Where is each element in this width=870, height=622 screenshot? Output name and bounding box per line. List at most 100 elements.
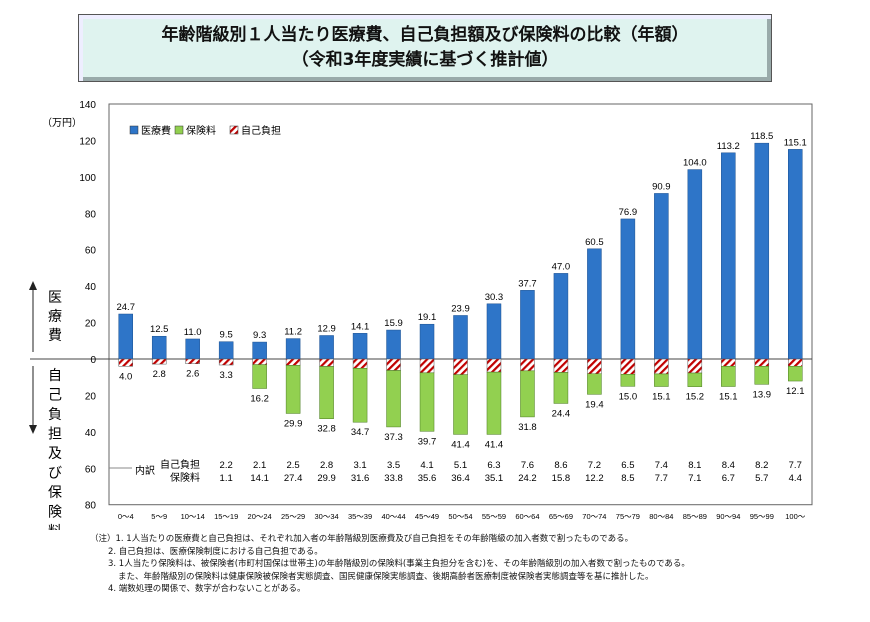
bar-label-medical: 24.7 xyxy=(116,302,135,313)
bar-label-lower: 19.4 xyxy=(585,399,604,410)
bar-self-pay xyxy=(118,358,133,367)
breakdown-value: 5.1 xyxy=(454,460,467,471)
bar-premium xyxy=(587,373,602,395)
note-4: 4. 端数処理の関係で、数字が合わないことがある。 xyxy=(108,584,306,594)
bar-label-medical: 11.2 xyxy=(284,327,302,338)
bar-premium xyxy=(553,372,569,404)
breakdown-value: 7.4 xyxy=(655,460,668,471)
breakdown-value: 36.4 xyxy=(451,473,470,484)
x-tick-label: 15～19 xyxy=(214,512,238,521)
bar-label-lower: 32.8 xyxy=(317,424,336,435)
upper-axis-label-char: 療 xyxy=(48,308,62,324)
lower-axis-label-char: 己 xyxy=(48,387,62,403)
bar-label-lower: 4.0 xyxy=(119,371,132,382)
bar-label-medical: 37.7 xyxy=(518,278,537,289)
x-tick-label: 60～64 xyxy=(515,512,539,521)
breakdown-value: 15.8 xyxy=(552,473,571,484)
bar-medical xyxy=(553,273,569,360)
bar-self-pay xyxy=(185,358,200,364)
bar-premium xyxy=(486,371,502,435)
breakdown-value: 7.1 xyxy=(688,473,701,484)
bar-premium xyxy=(654,373,669,387)
bar-label-lower: 13.9 xyxy=(753,389,772,400)
bar-medical xyxy=(319,335,334,360)
legend-label: 医療費 xyxy=(141,124,171,137)
bar-medical xyxy=(386,329,401,360)
bar-self-pay xyxy=(252,358,267,365)
bar-self-pay xyxy=(486,358,502,373)
legend-swatch-2 xyxy=(229,125,239,135)
bar-label-lower: 39.7 xyxy=(418,436,437,447)
y-tick-label: 120 xyxy=(79,136,96,147)
breakdown-value: 6.3 xyxy=(487,460,500,471)
x-tick-label: 30～34 xyxy=(315,512,339,521)
bar-medical xyxy=(721,152,736,360)
breakdown-value: 2.8 xyxy=(320,460,333,471)
x-tick-label: 95～99 xyxy=(750,512,774,521)
bar-premium xyxy=(285,365,301,414)
breakdown-value: 27.4 xyxy=(284,473,303,484)
bar-self-pay xyxy=(218,358,234,366)
bar-label-lower: 41.4 xyxy=(485,439,504,450)
bar-self-pay xyxy=(386,358,401,371)
bar-label-medical: 12.5 xyxy=(150,324,169,335)
bar-premium xyxy=(754,366,770,385)
breakdown-row-label: 自己負担 xyxy=(160,458,200,471)
y-tick-label: 20 xyxy=(85,391,97,402)
bar-label-medical: 14.1 xyxy=(351,321,370,332)
breakdown-value: 8.6 xyxy=(554,460,567,471)
breakdown-value: 35.1 xyxy=(485,473,504,484)
breakdown-value: 1.1 xyxy=(220,473,233,484)
bar-label-medical: 113.2 xyxy=(717,141,740,152)
bar-label-lower: 3.3 xyxy=(220,370,233,381)
x-tick-label: 40～44 xyxy=(381,512,405,521)
breakdown-value: 35.6 xyxy=(418,473,437,484)
breakdown-value: 2.5 xyxy=(287,460,300,471)
x-tick-label: 50～54 xyxy=(448,512,472,521)
breakdown-value: 8.2 xyxy=(755,460,768,471)
x-tick-label: 85～89 xyxy=(683,512,707,521)
y-tick-label: 20 xyxy=(85,319,97,330)
breakdown-value: 14.1 xyxy=(250,473,269,484)
arrow-up-icon xyxy=(29,281,37,290)
bar-self-pay xyxy=(352,358,368,369)
bar-premium xyxy=(520,370,535,418)
x-tick-label: 25～29 xyxy=(281,512,305,521)
bar-label-lower: 41.4 xyxy=(451,439,470,450)
bar-label-lower: 12.1 xyxy=(786,386,805,397)
breakdown-value: 7.7 xyxy=(655,473,668,484)
bar-label-medical: 30.3 xyxy=(485,292,504,303)
bar-label-lower: 34.7 xyxy=(351,427,370,438)
breakdown-label: 内訳 xyxy=(135,464,155,477)
breakdown-value: 6.7 xyxy=(722,473,735,484)
bar-label-lower: 31.8 xyxy=(518,422,537,433)
y-tick-label: 80 xyxy=(85,501,97,512)
bar-premium xyxy=(386,370,401,428)
lower-axis-label-char: 及 xyxy=(48,445,62,461)
x-tick-label: 75～79 xyxy=(616,512,640,521)
breakdown-value: 24.2 xyxy=(518,473,537,484)
y-tick-label: 140 xyxy=(79,100,96,111)
breakdown-value: 6.5 xyxy=(621,460,634,471)
note-3: 3. 1人当たり保険料は、被保険者(市町村国保は世帯主)の年齢階級別の保険料(事… xyxy=(108,559,690,569)
bar-medical xyxy=(185,338,200,360)
bar-label-medical: 76.9 xyxy=(619,207,638,218)
note-2: 2. 自己負担は、医療保険制度における自己負担である。 xyxy=(108,546,323,557)
lower-axis-label-char: 険 xyxy=(48,504,62,520)
bar-self-pay xyxy=(453,358,468,375)
breakdown-value: 8.4 xyxy=(722,460,735,471)
x-tick-label: 90～94 xyxy=(716,512,740,521)
breakdown-value: 3.1 xyxy=(353,460,366,471)
bar-medical xyxy=(151,335,167,360)
legend-swatch-1 xyxy=(174,125,184,135)
note-1: （注）1. 1人当たりの医療費と自己負担は、それぞれ加入者の年齢階級別医療費及び… xyxy=(90,534,634,544)
bar-medical xyxy=(520,290,535,360)
bar-label-lower: 29.9 xyxy=(284,418,303,429)
bar-medical xyxy=(620,218,636,360)
x-tick-label: 5～9 xyxy=(151,512,167,521)
y-tick-label: 60 xyxy=(85,246,97,257)
bar-self-pay xyxy=(754,358,770,367)
bar-premium xyxy=(620,374,636,387)
x-tick-label: 55～59 xyxy=(482,512,506,521)
